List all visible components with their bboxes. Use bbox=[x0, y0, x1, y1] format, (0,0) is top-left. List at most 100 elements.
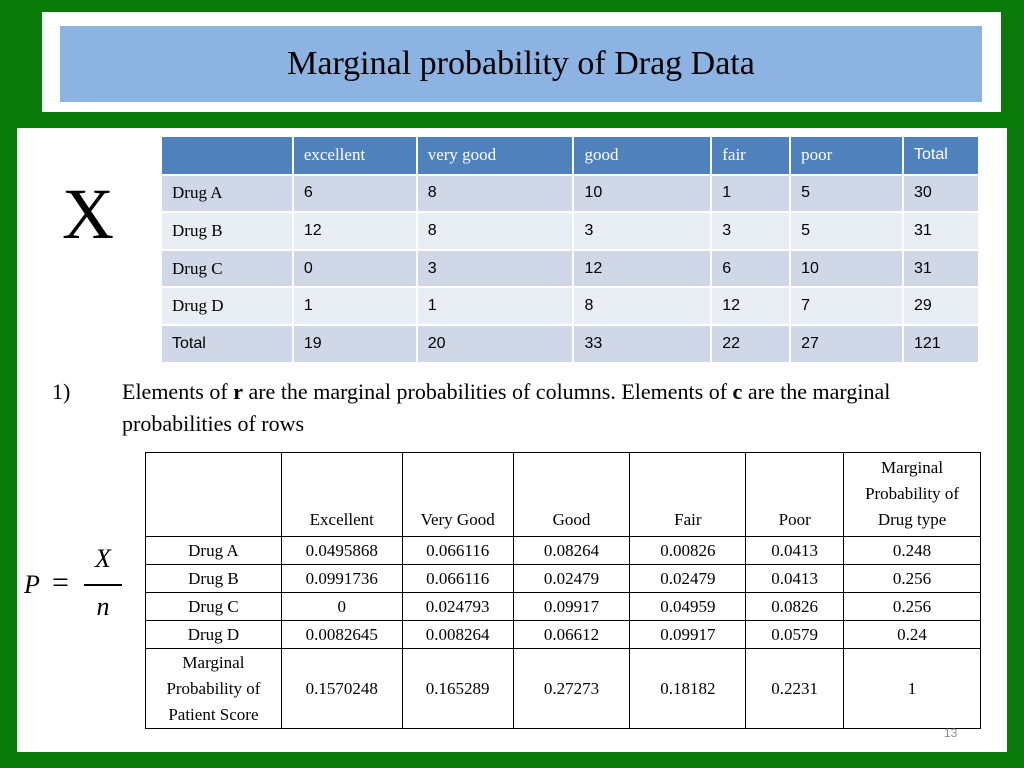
table-row: Drug C 0 0.024793 0.09917 0.04959 0.0826… bbox=[145, 592, 981, 621]
table-cell: 0.09917 bbox=[629, 620, 747, 649]
row-label: Drug A bbox=[145, 536, 282, 565]
table-row: Drug C 0 3 12 6 10 31 bbox=[162, 249, 980, 289]
bullet-text-part: are the marginal probabilities of column… bbox=[242, 379, 733, 404]
probability-formula: P = X n bbox=[24, 544, 124, 634]
header-cell-good: good bbox=[573, 137, 713, 176]
header-cell-fair: Fair bbox=[629, 452, 747, 537]
table-cell: 29 bbox=[903, 287, 980, 326]
table-cell: 0.00826 bbox=[629, 536, 747, 565]
table-cell: 3 bbox=[711, 212, 792, 251]
table-cell: 0.18182 bbox=[629, 648, 747, 729]
probability-table: Excellent Very Good Good Fair Poor Margi… bbox=[145, 452, 981, 729]
table-row: Drug B 12 8 3 3 5 31 bbox=[162, 212, 980, 251]
matrix-x-symbol: X bbox=[62, 174, 114, 254]
row-label: Total bbox=[162, 324, 294, 364]
row-label: Drug A bbox=[162, 174, 294, 214]
table-cell: 3 bbox=[416, 249, 575, 289]
table-cell: 8 bbox=[573, 287, 713, 326]
table-row: Drug D 1 1 8 12 7 29 bbox=[162, 287, 980, 326]
table-cell: 6 bbox=[711, 249, 792, 289]
table-cell: 1 bbox=[292, 287, 418, 326]
table-cell: 0.0826 bbox=[745, 592, 845, 621]
table-cell: 8 bbox=[416, 212, 575, 251]
table-cell: 5 bbox=[790, 212, 904, 251]
formula-denominator: n bbox=[96, 592, 110, 621]
row-label: Drug B bbox=[162, 212, 294, 251]
table-cell: 121 bbox=[903, 324, 980, 364]
table-cell: 27 bbox=[790, 324, 904, 364]
table-cell: 0.066116 bbox=[401, 564, 514, 593]
table-cell: 0.0413 bbox=[745, 536, 845, 565]
title-bar: Marginal probability of Drag Data bbox=[60, 26, 982, 102]
table-cell: 7 bbox=[790, 287, 904, 326]
table-row-total: Total 19 20 33 22 27 121 bbox=[162, 324, 980, 364]
table-cell: 0.04959 bbox=[629, 592, 747, 621]
row-label: Drug D bbox=[145, 620, 282, 649]
header-cell-excellent: Excellent bbox=[280, 452, 403, 537]
table-cell: 0.24 bbox=[843, 620, 981, 649]
slide-title: Marginal probability of Drag Data bbox=[287, 45, 755, 82]
header-cell-good: Good bbox=[512, 452, 631, 537]
formula-equals: = bbox=[52, 566, 69, 599]
header-cell-excellent: excellent bbox=[292, 137, 418, 176]
table-cell: 0.0413 bbox=[745, 564, 845, 593]
header-cell-total: Total bbox=[903, 137, 980, 176]
bullet-text-part: are the marginal probabilities of rows bbox=[122, 379, 891, 436]
row-label: Drug B bbox=[145, 564, 282, 593]
table-cell: 0 bbox=[292, 249, 418, 289]
table-row: Drug B 0.0991736 0.066116 0.02479 0.0247… bbox=[145, 564, 981, 593]
table-cell: 1 bbox=[843, 648, 981, 729]
header-cell-fair: fair bbox=[711, 137, 792, 176]
table-cell: 0.27273 bbox=[512, 648, 631, 729]
table-cell: 20 bbox=[416, 324, 575, 364]
table-cell: 22 bbox=[711, 324, 792, 364]
table-cell: 0.02479 bbox=[512, 564, 631, 593]
formula-numerator: X bbox=[95, 544, 111, 573]
row-label: Drug D bbox=[162, 287, 294, 326]
table-cell: 0.02479 bbox=[629, 564, 747, 593]
table-cell: 0.0579 bbox=[745, 620, 845, 649]
bullet-text: Elements of r are the marginal probabili… bbox=[122, 376, 982, 440]
table-cell: 3 bbox=[573, 212, 713, 251]
table-cell: 0.0991736 bbox=[280, 564, 403, 593]
table-cell: 0 bbox=[280, 592, 403, 621]
header-cell-blank bbox=[145, 452, 282, 537]
table-cell: 0.1570248 bbox=[280, 648, 403, 729]
table-cell: 33 bbox=[573, 324, 713, 364]
table-cell: 0.256 bbox=[843, 564, 981, 593]
row-label: Marginal Probability of Patient Score bbox=[145, 648, 282, 729]
table-cell: 0.09917 bbox=[512, 592, 631, 621]
header-cell-very-good: very good bbox=[416, 137, 575, 176]
bullet-text-part: Elements of bbox=[122, 379, 234, 404]
table-cell: 10 bbox=[790, 249, 904, 289]
count-table: excellent very good good fair poor Total… bbox=[162, 137, 980, 364]
table-cell: 12 bbox=[711, 287, 792, 326]
bold-c: c bbox=[732, 379, 743, 404]
header-cell-marginal-drug: Marginal Probability of Drug type bbox=[843, 452, 981, 537]
table-cell: 0.0082645 bbox=[280, 620, 403, 649]
table-cell: 0.2231 bbox=[745, 648, 845, 729]
table-cell: 6 bbox=[292, 174, 418, 214]
table-cell: 8 bbox=[416, 174, 575, 214]
header-cell-poor: poor bbox=[790, 137, 904, 176]
probability-table-header-row: Excellent Very Good Good Fair Poor Margi… bbox=[145, 452, 981, 537]
formula-lhs: P bbox=[24, 570, 40, 599]
table-cell: 0.008264 bbox=[401, 620, 514, 649]
table-row: Drug A 0.0495868 0.066116 0.08264 0.0082… bbox=[145, 536, 981, 565]
table-cell: 12 bbox=[573, 249, 713, 289]
table-cell: 30 bbox=[903, 174, 980, 214]
table-cell: 19 bbox=[292, 324, 418, 364]
table-cell: 0.248 bbox=[843, 536, 981, 565]
table-cell: 0.066116 bbox=[401, 536, 514, 565]
table-cell: 0.0495868 bbox=[280, 536, 403, 565]
table-cell: 0.06612 bbox=[512, 620, 631, 649]
bold-r: r bbox=[233, 379, 243, 404]
table-cell: 12 bbox=[292, 212, 418, 251]
header-cell-very-good: Very Good bbox=[401, 452, 514, 537]
bullet-number: 1) bbox=[52, 379, 71, 404]
count-table-header-row: excellent very good good fair poor Total bbox=[162, 137, 980, 176]
table-cell: 0.08264 bbox=[512, 536, 631, 565]
table-cell: 5 bbox=[790, 174, 904, 214]
row-label: Drug C bbox=[162, 249, 294, 289]
header-cell-blank bbox=[162, 137, 294, 176]
